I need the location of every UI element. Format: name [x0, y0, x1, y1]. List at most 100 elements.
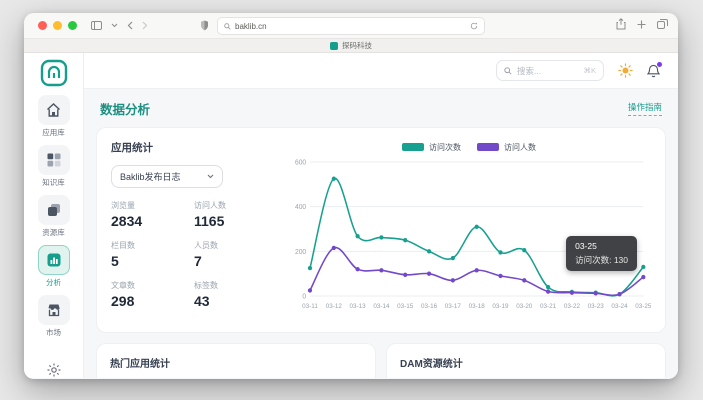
selected-app: Baklib发布日志 — [120, 172, 181, 182]
svg-text:400: 400 — [295, 204, 306, 211]
sidebar: 应用库知识库资源库分析市场 — [24, 53, 84, 378]
guide-link[interactable]: 操作指南 — [627, 101, 662, 116]
bell-icon — [647, 64, 660, 77]
notification-dot — [657, 61, 662, 67]
app-stats-card: 应用统计 Baklib发布日志 浏览量 2834 访问人数 1165 栏目数 5 人员数 7 文… — [96, 127, 666, 333]
svg-text:03-23: 03-23 — [588, 303, 605, 310]
layers-icon — [47, 203, 61, 217]
legend-label: 访问人数 — [504, 142, 536, 152]
new-tab-icon[interactable] — [637, 20, 646, 29]
metric-label: 浏览量 — [111, 201, 135, 210]
metric-label: 人员数 — [194, 241, 218, 250]
sidebar-item-label: 应用库 — [42, 128, 65, 137]
sidebar-item-资源库[interactable]: 资源库 — [37, 195, 70, 238]
metric-3: 栏目数 5 — [111, 240, 186, 269]
metric-2: 访问人数 1165 — [194, 200, 269, 229]
sidebar-toggle-icon[interactable] — [91, 21, 102, 30]
sidebar-item-应用库[interactable]: 应用库 — [37, 95, 70, 138]
tooltip-date: 03-25 — [575, 241, 597, 251]
back-button[interactable] — [127, 21, 133, 30]
browser-window: baklib.cn 探码科技 — [24, 13, 678, 379]
tooltip-value: 访问次数: 130 — [575, 255, 628, 265]
search-icon — [504, 66, 512, 75]
bottom-card-1: 热门应用统计 — [96, 343, 376, 378]
bottom-card-title: 热门应用统计 — [110, 359, 170, 370]
app-header: 搜索... ⌘K — [84, 53, 678, 89]
notifications-button[interactable] — [647, 61, 662, 78]
svg-text:200: 200 — [295, 249, 306, 256]
baklib-logo[interactable] — [40, 59, 68, 87]
browser-toolbar: baklib.cn — [24, 13, 678, 39]
search-icon — [224, 22, 231, 30]
svg-text:03-11: 03-11 — [302, 303, 318, 310]
legend-item-访问次数[interactable]: 访问次数 — [402, 142, 461, 153]
app-selector-dropdown[interactable]: Baklib发布日志 — [111, 165, 223, 188]
visits-chart: 访问次数 访问人数 0 200 400 600 03-11 03-12 03-13 03-14 0… — [287, 140, 651, 324]
svg-text:03-19: 03-19 — [492, 303, 509, 310]
sidebar-item-label: 资源库 — [42, 228, 65, 237]
settings-button[interactable] — [39, 355, 69, 379]
chevron-down-icon[interactable] — [111, 23, 118, 28]
chart-tooltip: 03-25 访问次数: 130 — [566, 236, 637, 271]
legend-label: 访问次数 — [429, 142, 461, 152]
theme-toggle-sun-icon[interactable] — [618, 63, 633, 78]
tab-overview-icon[interactable] — [657, 19, 668, 29]
sidebar-item-分析[interactable]: 分析 — [37, 245, 70, 288]
tab-favicon — [330, 41, 338, 50]
reload-icon[interactable] — [470, 22, 478, 30]
zoom-window-button[interactable] — [68, 21, 77, 30]
metrics-grid: 浏览量 2834 访问人数 1165 栏目数 5 人员数 7 文章数 298 标签数 43 — [111, 200, 269, 309]
sidebar-item-label: 市场 — [46, 328, 61, 337]
metric-label: 标签数 — [194, 281, 218, 290]
metric-1: 浏览量 2834 — [111, 200, 186, 229]
close-window-button[interactable] — [38, 21, 47, 30]
svg-text:0: 0 — [302, 293, 306, 300]
metric-value: 1165 — [194, 213, 225, 229]
svg-text:03-18: 03-18 — [469, 303, 486, 310]
metric-value: 298 — [111, 293, 135, 309]
sidebar-item-知识库[interactable]: 知识库 — [37, 145, 70, 188]
forward-button[interactable] — [142, 21, 148, 30]
metric-value: 7 — [194, 253, 202, 269]
svg-text:03-22: 03-22 — [564, 303, 581, 310]
window-controls[interactable] — [38, 21, 77, 30]
svg-text:03-16: 03-16 — [421, 303, 438, 310]
svg-text:03-21: 03-21 — [540, 303, 557, 310]
metric-label: 栏目数 — [111, 241, 135, 250]
legend-item-访问人数[interactable]: 访问人数 — [477, 142, 536, 153]
share-icon[interactable] — [616, 18, 626, 30]
grid-icon — [47, 153, 61, 167]
metric-6: 标签数 43 — [194, 280, 269, 309]
url-text: baklib.cn — [235, 21, 267, 31]
svg-text:03-15: 03-15 — [397, 303, 414, 310]
content-area: 数据分析 操作指南 应用统计 Baklib发布日志 浏览量 2834 访问人数 116… — [84, 89, 678, 378]
metric-4: 人员数 7 — [194, 240, 269, 269]
svg-text:03-12: 03-12 — [326, 303, 343, 310]
bottom-card-2: DAM资源统计 — [386, 343, 666, 378]
svg-text:03-14: 03-14 — [373, 303, 390, 310]
svg-text:03-25: 03-25 — [635, 303, 651, 310]
metric-value: 5 — [111, 253, 119, 269]
metric-label: 文章数 — [111, 281, 135, 290]
address-bar[interactable]: baklib.cn — [217, 17, 485, 35]
sidebar-item-市场[interactable]: 市场 — [37, 295, 70, 338]
bottom-card-title: DAM资源统计 — [400, 359, 463, 370]
metric-value: 2834 — [111, 213, 143, 229]
svg-text:600: 600 — [295, 159, 306, 166]
stats-card-title: 应用统计 — [111, 142, 153, 154]
privacy-shield-icon[interactable] — [200, 20, 209, 31]
line-chart[interactable]: 0 200 400 600 03-11 03-12 03-13 03-14 03-15 03-16… — [287, 154, 651, 312]
search-input[interactable]: 搜索... ⌘K — [496, 60, 604, 81]
svg-text:03-13: 03-13 — [350, 303, 367, 310]
minimize-window-button[interactable] — [53, 21, 62, 30]
svg-text:03-17: 03-17 — [445, 303, 462, 310]
home-icon — [46, 103, 61, 117]
gear-icon — [46, 362, 62, 378]
svg-text:03-20: 03-20 — [516, 303, 533, 310]
chevron-down-icon — [207, 174, 214, 179]
sidebar-item-label: 知识库 — [42, 178, 65, 187]
tab-bar: 探码科技 — [24, 39, 678, 53]
active-tab[interactable]: 探码科技 — [342, 41, 372, 50]
chart-legend: 访问次数 访问人数 — [287, 140, 651, 154]
store-icon — [47, 303, 61, 317]
